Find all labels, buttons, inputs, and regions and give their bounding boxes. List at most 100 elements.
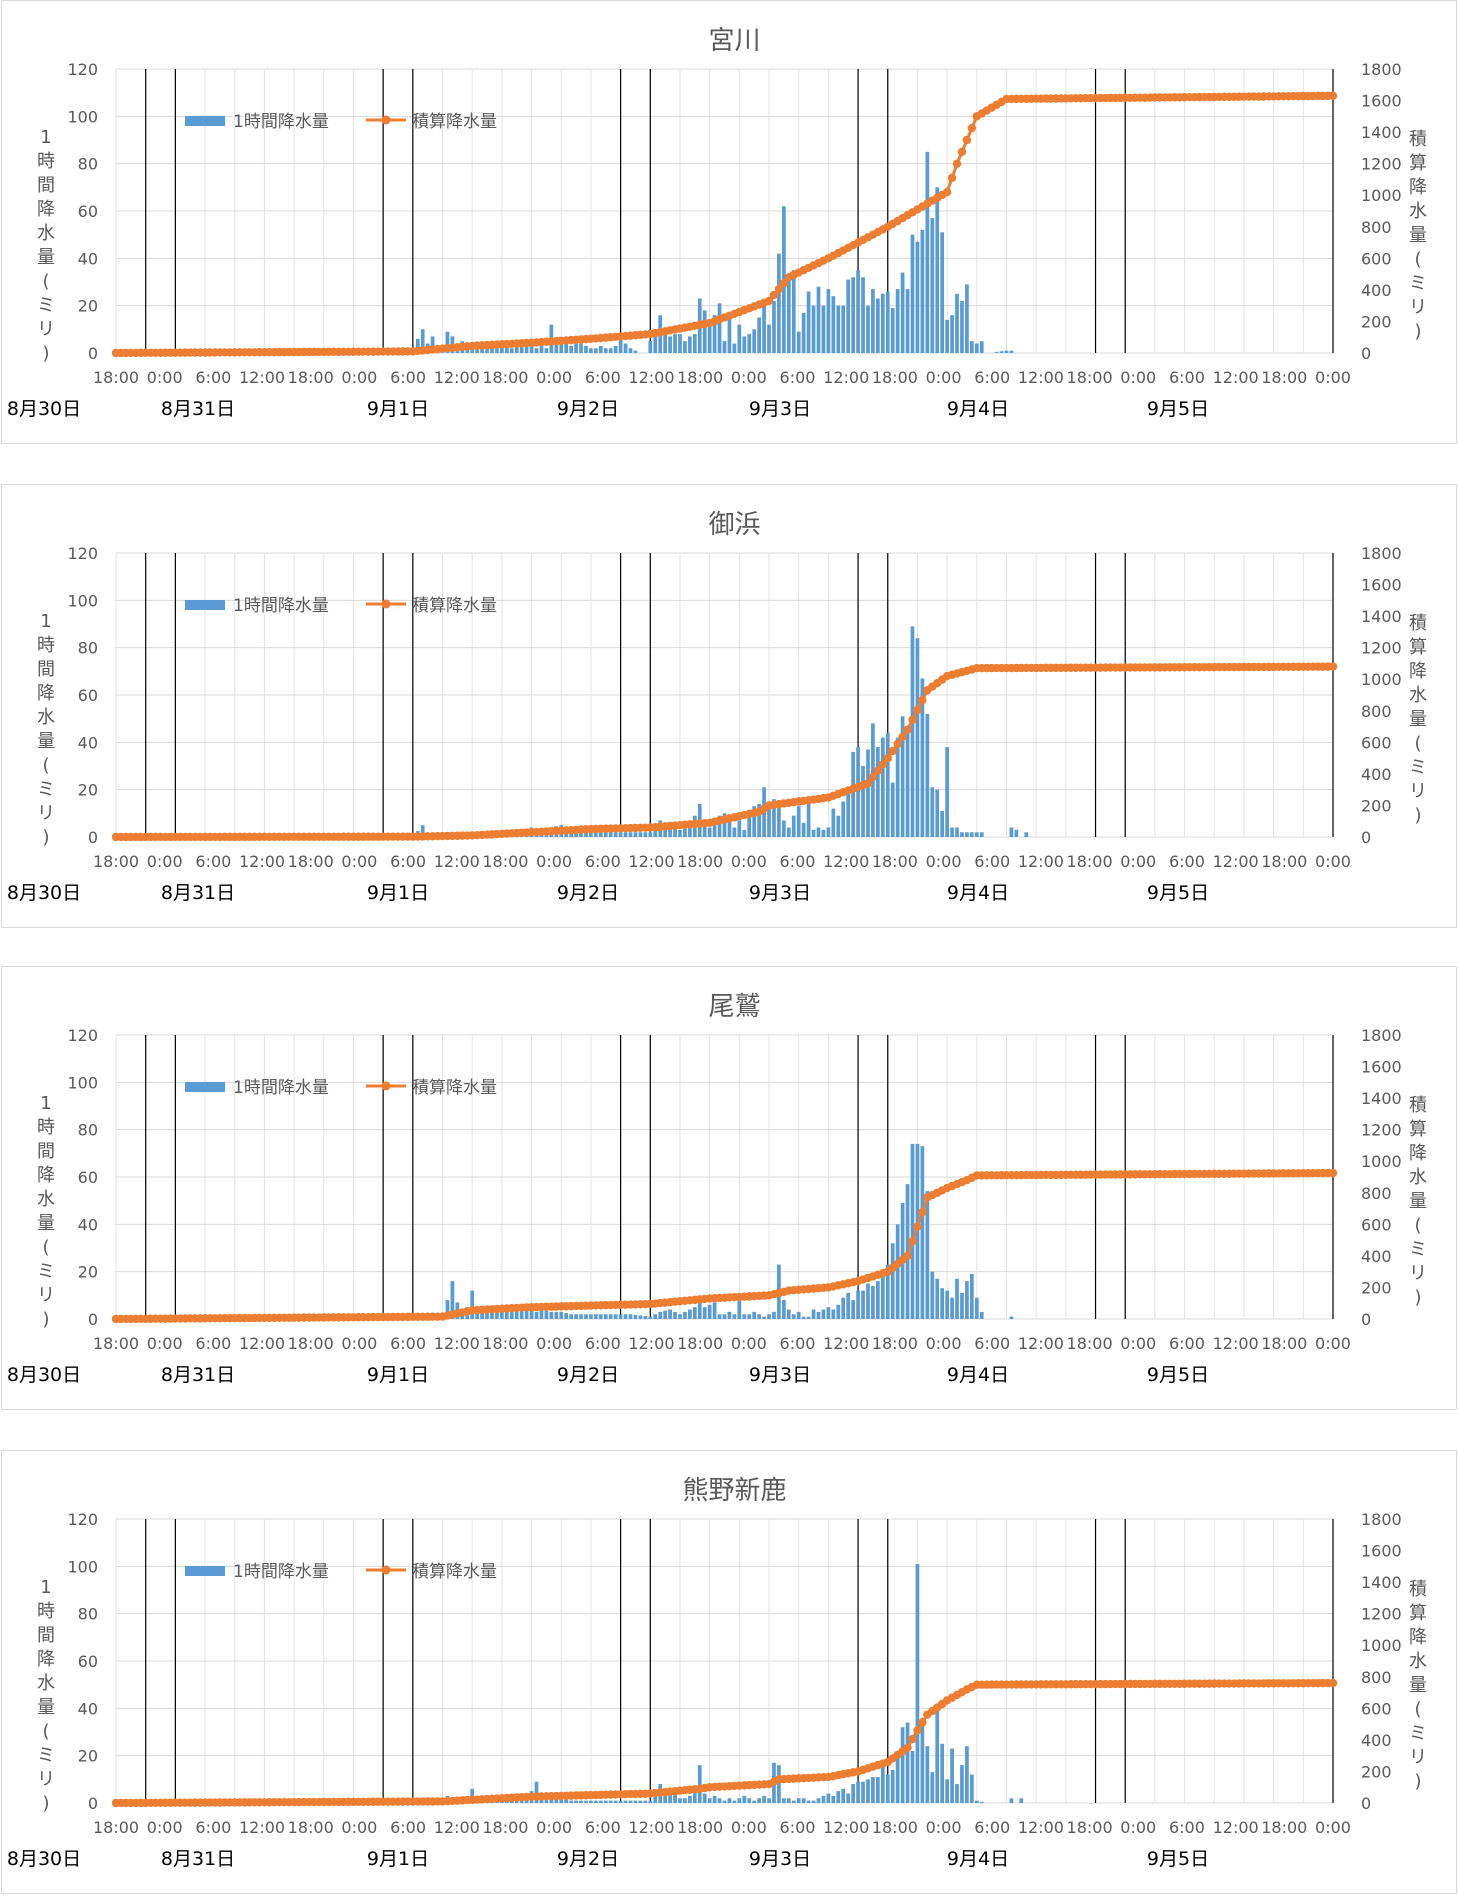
legend-line-marker: [381, 1565, 391, 1575]
hourly-rain-bar: [767, 1798, 771, 1803]
hourly-rain-bar: [564, 343, 569, 353]
hourly-rain-bar: [856, 1781, 860, 1803]
hourly-rain-bar: [752, 1311, 757, 1319]
hourly-rain-bar: [920, 229, 925, 353]
cumulative-rain-point: [913, 705, 922, 715]
y-right-axis-label: 水: [1409, 685, 1427, 706]
x-tick-label: 18:00: [482, 1818, 528, 1837]
hourly-rain-bar: [880, 1271, 885, 1319]
y-right-axis-label: 水: [1409, 201, 1427, 222]
hourly-rain-bar: [732, 1800, 737, 1803]
hourly-rain-bar: [940, 810, 945, 837]
hourly-rain-bar: [574, 1800, 578, 1803]
y-right-tick-label: 800: [1361, 1668, 1392, 1687]
x-tick-label: 6:00: [974, 852, 1010, 871]
hourly-rain-bar: [722, 813, 727, 837]
hourly-rain-bar: [737, 1300, 742, 1319]
x-tick-label: 0:00: [341, 368, 377, 387]
date-label: 9月4日: [947, 398, 1009, 420]
x-tick-label: 18:00: [1261, 368, 1307, 387]
y-left-axis-label: 水: [37, 707, 55, 728]
chart-svg: 尾鷲02040608010012002004006008001000120014…: [7, 992, 1427, 1386]
hourly-rain-bar: [633, 1314, 638, 1319]
hourly-rain-bar: [816, 286, 821, 353]
x-tick-label: 6:00: [195, 1818, 231, 1837]
hourly-rain-bar: [935, 1278, 940, 1319]
x-tick-label: 0:00: [926, 852, 962, 871]
y-right-tick-label: 200: [1361, 312, 1392, 331]
hourly-rain-bar: [960, 1765, 964, 1803]
y-left-axis-label: 時: [37, 635, 55, 656]
x-tick-label: 0:00: [341, 852, 377, 871]
hourly-rain-bar: [782, 820, 786, 837]
hourly-rain-bar: [895, 1224, 900, 1319]
x-tick-label: 6:00: [390, 1334, 426, 1353]
y-right-axis-label: ): [1414, 1771, 1421, 1792]
hourly-rain-bar: [668, 1309, 672, 1319]
y-right-axis-label: ミ: [1409, 273, 1427, 294]
cumulative-rain-point: [863, 779, 873, 788]
hourly-rain-bar: [673, 827, 677, 837]
hourly-rain-bar: [712, 1302, 717, 1319]
hourly-rain-bar: [945, 319, 949, 353]
hourly-rain-bar: [871, 1776, 875, 1803]
hourly-rain-bar: [940, 1743, 945, 1803]
y-left-tick-label: 20: [78, 1263, 98, 1282]
hourly-rain-bar: [480, 1309, 484, 1319]
hourly-rain-bar: [608, 348, 613, 353]
y-right-axis-label: 算: [1409, 1603, 1427, 1624]
hourly-rain-bar: [712, 315, 717, 353]
hourly-rain-bar: [851, 751, 855, 837]
hourly-rain-bar: [876, 747, 880, 837]
hourly-rain-bar: [594, 1800, 598, 1803]
y-left-axis-label: 間: [37, 1141, 55, 1162]
y-right-tick-label: 200: [1361, 796, 1392, 815]
hourly-rain-bar: [846, 789, 851, 837]
hourly-rain-bar: [722, 341, 727, 353]
hourly-rain-bar: [702, 1307, 707, 1319]
x-tick-label: 6:00: [195, 368, 231, 387]
x-tick-label: 12:00: [239, 368, 285, 387]
hourly-rain-bar: [688, 827, 692, 837]
y-left-axis-label: 時: [37, 151, 55, 172]
y-left-tick-label: 120: [67, 1026, 98, 1045]
hourly-rain-bar: [727, 1798, 732, 1803]
hourly-rain-bar: [678, 1314, 682, 1319]
x-tick-label: 18:00: [677, 852, 723, 871]
y-right-tick-label: 1200: [1361, 1605, 1402, 1624]
x-tick-label: 12:00: [1213, 1334, 1259, 1353]
y-left-axis-label: ): [42, 827, 49, 848]
hourly-rain-bar: [905, 289, 910, 353]
hourly-rain-bar: [826, 827, 831, 837]
cumulative-rain-point: [903, 725, 912, 734]
hourly-rain-bar: [702, 310, 707, 353]
hourly-rain-bar: [534, 348, 539, 353]
y-right-axis-label: ミ: [1409, 1723, 1427, 1744]
hourly-rain-bar: [925, 1746, 930, 1803]
y-left-axis-label: (: [42, 1237, 49, 1258]
x-tick-label: 6:00: [585, 1818, 621, 1837]
x-tick-label: 12:00: [1213, 368, 1259, 387]
legend: 1時間降水量 積算降水量: [185, 112, 497, 132]
y-left-axis-label: 降: [37, 199, 55, 220]
chart-svg: 宮川02040608010012002004006008001000120014…: [7, 26, 1427, 420]
y-right-tick-label: 1400: [1361, 123, 1402, 142]
cumulative-rain-point: [873, 766, 883, 775]
x-tick-label: 18:00: [677, 1818, 723, 1837]
hourly-rain-bar: [594, 831, 598, 837]
hourly-rain-bar: [806, 796, 811, 837]
hourly-rain-bar: [539, 1309, 544, 1319]
hourly-rain-bar: [1009, 827, 1014, 837]
y-right-tick-label: 400: [1361, 765, 1392, 784]
y-left-tick-label: 40: [78, 249, 98, 268]
y-left-axis-label: 量: [37, 247, 55, 268]
y-right-tick-label: 800: [1361, 702, 1392, 721]
hourly-rain-bar: [920, 1146, 925, 1319]
hourly-rain-bar: [782, 1300, 786, 1319]
hourly-rain-bar: [950, 1748, 954, 1803]
hourly-rain-bar: [885, 291, 890, 353]
hourly-rain-bar: [638, 832, 643, 837]
date-label: 8月31日: [161, 1364, 235, 1386]
x-tick-label: 12:00: [434, 368, 480, 387]
date-label: 8月30日: [7, 1848, 81, 1870]
